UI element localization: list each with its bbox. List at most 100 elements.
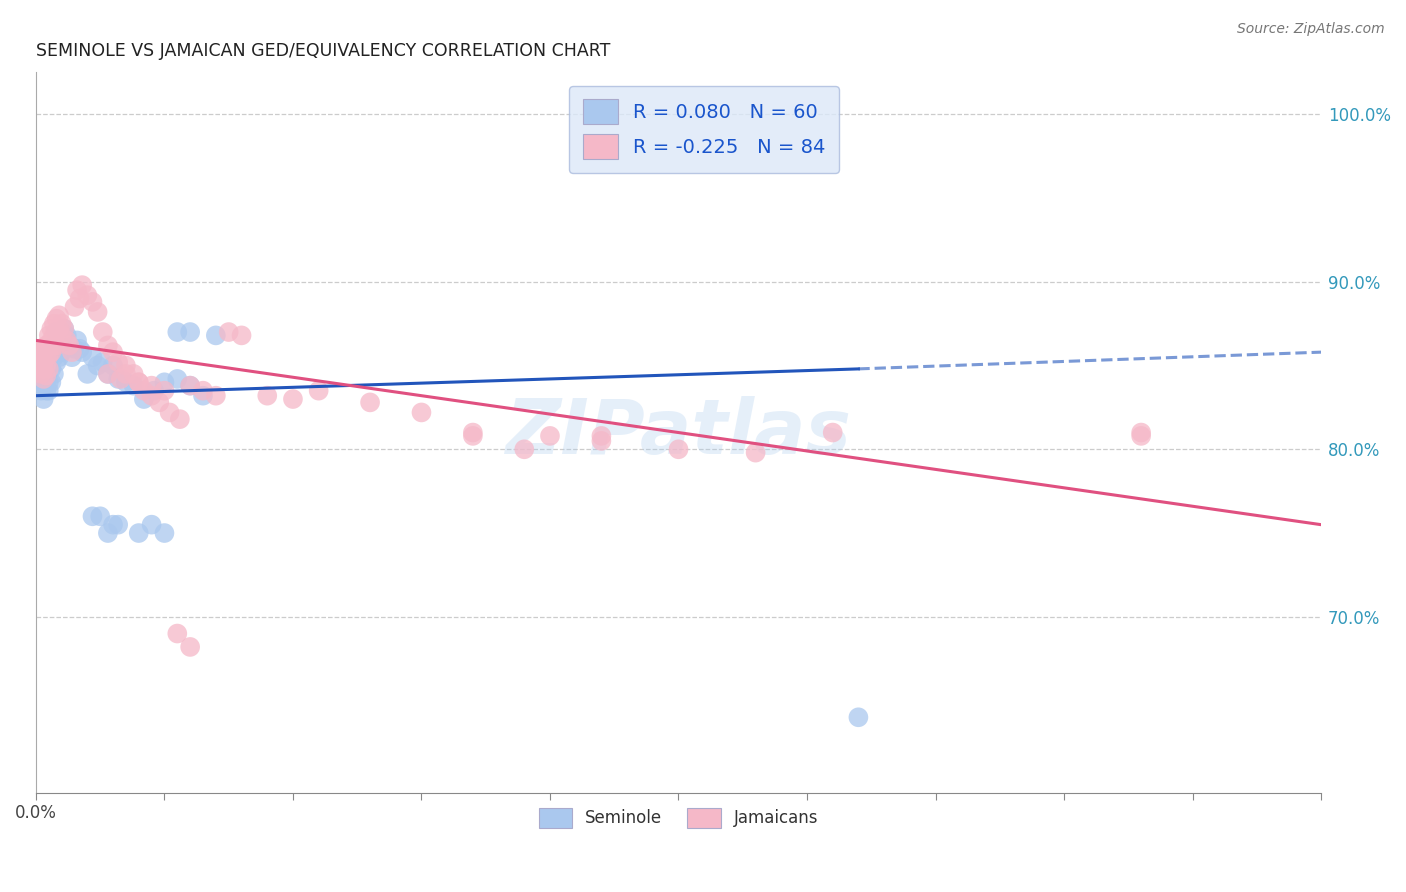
Point [744,445,766,459]
Point [91,325,114,339]
Point [82,294,104,309]
Point [159,405,181,419]
Point [205,389,228,403]
Point [97,367,120,381]
Point [115,376,138,390]
Point [153,526,176,541]
Point [30,384,52,398]
Point [27,342,49,356]
Point [148,395,170,409]
Point [48,350,70,364]
Point [55,334,77,348]
Point [48,328,70,343]
Point [45,338,67,352]
Point [231,328,253,343]
Point [63,342,86,356]
Point [42,317,65,331]
Point [35,368,58,383]
Point [27,350,49,364]
Point [45,355,67,369]
Point [128,526,150,541]
Point [82,509,104,524]
Point [38,349,60,363]
Point [281,392,304,406]
Point [53,321,76,335]
Point [45,325,67,339]
Point [141,389,163,403]
Point [32,372,55,386]
Point [27,376,49,390]
Legend: Seminole, Jamaicans: Seminole, Jamaicans [531,801,825,835]
Point [48,308,70,322]
Point [97,367,120,381]
Text: Source: ZipAtlas.com: Source: ZipAtlas.com [1237,22,1385,37]
Point [32,362,55,376]
Point [107,517,129,532]
Point [191,384,214,398]
Point [70,278,93,293]
Point [30,342,52,356]
Point [41,345,63,359]
Point [166,372,188,386]
Point [45,325,67,339]
Point [97,526,120,541]
Point [411,405,433,419]
Point [205,328,228,343]
Point [461,429,484,443]
Point [51,345,73,359]
Point [166,626,188,640]
Point [32,367,55,381]
Point [51,325,73,339]
Point [58,338,80,352]
Point [115,367,138,381]
Point [128,376,150,390]
Point [166,325,188,339]
Point [115,359,138,373]
Point [51,328,73,343]
Point [91,355,114,369]
Point [179,325,201,339]
Point [38,328,60,343]
Point [53,321,76,335]
Point [66,334,89,348]
Point [41,321,63,335]
Point [591,429,613,443]
Point [32,350,55,364]
Point [45,342,67,356]
Point [42,350,65,364]
Point [42,328,65,343]
Point [591,434,613,448]
Point [63,300,86,314]
Point [141,378,163,392]
Text: SEMINOLE VS JAMAICAN GED/EQUIVALENCY CORRELATION CHART: SEMINOLE VS JAMAICAN GED/EQUIVALENCY COR… [37,42,610,60]
Text: ZIPatlas: ZIPatlas [506,395,852,469]
Point [51,317,73,331]
Point [69,342,91,356]
Point [42,338,65,352]
Point [359,395,381,409]
Point [191,389,214,403]
Point [218,325,240,339]
Point [30,367,52,381]
Point [55,328,77,343]
Point [86,359,108,373]
Point [38,384,60,398]
Point [143,384,166,398]
Point [179,640,201,654]
Point [153,384,176,398]
Point [48,321,70,335]
Point [668,442,690,457]
Point [30,359,52,373]
Point [42,338,65,352]
Point [30,350,52,364]
Point [41,350,63,364]
Point [513,442,536,457]
Point [38,338,60,352]
Point [69,292,91,306]
Point [110,372,132,386]
Point [848,710,870,724]
Point [538,429,561,443]
Point [32,355,55,369]
Point [66,283,89,297]
Point [122,367,145,381]
